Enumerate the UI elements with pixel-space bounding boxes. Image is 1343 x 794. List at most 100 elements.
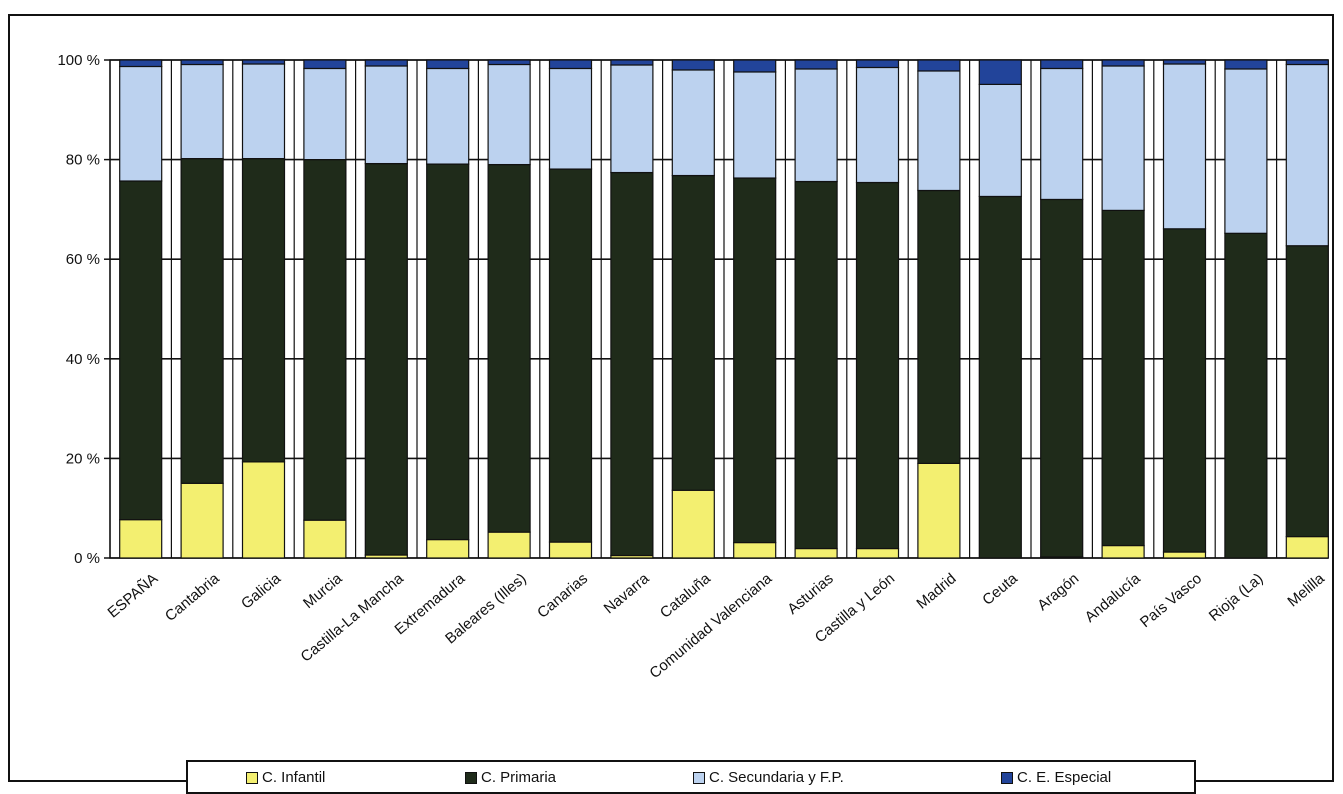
x-category-label: ESPAÑA bbox=[105, 570, 162, 621]
bar-segment-c-secundaria-y-f-p bbox=[855, 66, 900, 184]
bar-segment-c-primaria bbox=[671, 174, 715, 491]
bar-segment-c-secundaria-y-f-p bbox=[241, 63, 286, 160]
bar-segment-c-infantil bbox=[917, 462, 961, 559]
bar-segment-c-primaria bbox=[548, 168, 593, 543]
bar-segment-c-e-especial bbox=[364, 59, 408, 67]
bar-segment-c-e-especial bbox=[1224, 59, 1268, 70]
legend-label-c-infantil: C. Infantil bbox=[262, 769, 326, 786]
legend-item-c-primaria: C. Primaria bbox=[465, 769, 556, 786]
bar-segment-c-primaria bbox=[180, 158, 224, 484]
x-category-label: País Vasco bbox=[1137, 570, 1205, 631]
bar-segment-c-e-especial bbox=[548, 59, 593, 70]
bar-segment-c-primaria bbox=[426, 163, 470, 541]
bar-segment-c-primaria bbox=[119, 180, 163, 521]
x-category-label: Comunidad Valenciana bbox=[646, 570, 775, 682]
bar-segment-c-e-especial bbox=[303, 59, 347, 70]
bar-segment-c-primaria bbox=[610, 171, 654, 557]
bar-segment-c-secundaria-y-f-p bbox=[1162, 63, 1207, 230]
bar-segment-c-infantil bbox=[426, 538, 470, 559]
bar-segment-c-e-especial bbox=[180, 59, 224, 66]
bar-segment-c-infantil bbox=[671, 489, 715, 559]
legend-item-c-e-especial: C. E. Especial bbox=[1001, 769, 1111, 786]
legend-item-c-secundaria: C. Secundaria y F.P. bbox=[693, 769, 844, 786]
bar-segment-c-primaria bbox=[303, 159, 347, 521]
bar-segment-c-infantil bbox=[794, 547, 838, 559]
y-tick-label: 0 % bbox=[74, 550, 100, 567]
bar-segment-c-primaria bbox=[855, 181, 900, 550]
bar-segment-c-secundaria-y-f-p bbox=[671, 69, 715, 177]
x-category-label: Rioja (La) bbox=[1206, 570, 1267, 625]
x-category-label: Murcia bbox=[300, 570, 346, 612]
bar-segment-c-primaria bbox=[794, 180, 838, 550]
bar-segment-c-secundaria-y-f-p bbox=[303, 67, 347, 161]
bar-segment-c-secundaria-y-f-p bbox=[548, 67, 593, 170]
bar-segment-c-e-especial bbox=[733, 59, 777, 73]
x-category-label: Andalucía bbox=[1082, 570, 1145, 626]
bar-segment-c-secundaria-y-f-p bbox=[1224, 68, 1268, 234]
bar-segment-c-e-especial bbox=[917, 59, 961, 72]
bar-segment-c-primaria bbox=[241, 158, 286, 463]
y-tick-label: 100 % bbox=[57, 52, 100, 69]
stacked-bar-chart: 0 % 20 % 40 % 60 % 80 % 100 % ESPAÑA Cantabria G… bbox=[57, 52, 1329, 682]
bar-segment-c-infantil bbox=[548, 541, 593, 559]
y-tick-label: 20 % bbox=[66, 450, 100, 467]
bar-segment-c-secundaria-y-f-p bbox=[364, 65, 408, 165]
bar-segment-c-e-especial bbox=[610, 59, 654, 66]
bar-segment-c-secundaria-y-f-p bbox=[610, 64, 654, 174]
bar-segment-c-secundaria-y-f-p bbox=[487, 63, 531, 166]
bar-segment-c-primaria bbox=[1224, 232, 1268, 559]
x-category-label: Melilla bbox=[1284, 570, 1328, 611]
bar-segment-c-infantil bbox=[1101, 544, 1145, 559]
bar-segment-c-infantil bbox=[855, 547, 900, 559]
bar-segment-c-e-especial bbox=[1162, 59, 1207, 65]
legend: C. Infantil C. Primaria C. Secundaria y … bbox=[186, 760, 1196, 794]
bar-segment-c-infantil bbox=[487, 531, 531, 559]
bar-segment-c-primaria bbox=[978, 195, 1022, 559]
x-category-label: Cantabria bbox=[162, 570, 223, 625]
bar-segment-c-primaria bbox=[733, 177, 777, 544]
chart-frame: 0 % 20 % 40 % 60 % 80 % 100 % ESPAÑA Cantabria G… bbox=[8, 14, 1334, 794]
bar-segment-c-infantil bbox=[733, 541, 777, 559]
legend-label-c-secundaria: C. Secundaria y F.P. bbox=[709, 769, 844, 786]
bar-segment-c-e-especial bbox=[487, 59, 531, 66]
bar-segment-c-secundaria-y-f-p bbox=[180, 63, 224, 160]
bar-segment-c-infantil bbox=[303, 519, 347, 559]
bar-segment-c-secundaria-y-f-p bbox=[794, 68, 838, 183]
x-category-label: Galicia bbox=[238, 570, 285, 613]
bar-segment-c-primaria bbox=[1040, 198, 1084, 558]
bar-segment-c-infantil bbox=[180, 482, 224, 559]
x-category-label: Asturias bbox=[784, 570, 836, 618]
x-category-label: Cataluña bbox=[657, 570, 714, 622]
legend-swatch-c-secundaria bbox=[693, 771, 705, 784]
bar-segment-c-secundaria-y-f-p bbox=[1101, 65, 1145, 211]
x-category-label: Navarra bbox=[601, 570, 653, 618]
bar-segment-c-infantil bbox=[1285, 535, 1329, 559]
bar-segment-c-e-especial bbox=[855, 59, 900, 69]
bar-segment-c-e-especial bbox=[1285, 59, 1329, 66]
bar-segment-c-e-especial bbox=[119, 59, 163, 68]
bar-segment-c-infantil bbox=[119, 519, 163, 559]
bar-segment-c-e-especial bbox=[426, 59, 470, 70]
legend-item-c-infantil: C. Infantil bbox=[246, 769, 325, 786]
bar-segment-c-secundaria-y-f-p bbox=[733, 71, 777, 179]
bar-segment-c-secundaria-y-f-p bbox=[1285, 63, 1329, 247]
bar-segment-c-secundaria-y-f-p bbox=[119, 65, 163, 182]
bar-segment-c-e-especial bbox=[1040, 59, 1084, 70]
bar-segment-c-primaria bbox=[1285, 245, 1329, 538]
bar-segment-c-e-especial bbox=[978, 59, 1022, 86]
legend-label-c-e-especial: C. E. Especial bbox=[1017, 769, 1112, 786]
legend-swatch-c-e-especial bbox=[1001, 771, 1013, 784]
bar-segment-c-e-especial bbox=[794, 59, 838, 70]
x-category-label: Ceuta bbox=[979, 570, 1021, 609]
bar-segment-c-primaria bbox=[917, 189, 961, 464]
bar-segment-c-secundaria-y-f-p bbox=[1040, 67, 1084, 201]
bar-segment-c-primaria bbox=[487, 163, 531, 533]
bar-segment-c-secundaria-y-f-p bbox=[917, 70, 961, 192]
bar-segment-c-primaria bbox=[1101, 209, 1145, 547]
y-tick-label: 60 % bbox=[66, 251, 100, 268]
legend-swatch-c-primaria bbox=[465, 771, 477, 784]
x-category-label: Madrid bbox=[913, 570, 959, 613]
x-category-label: Aragón bbox=[1034, 570, 1082, 614]
bar-segment-c-secundaria-y-f-p bbox=[426, 67, 470, 165]
x-category-label: Castilla-La Mancha bbox=[298, 570, 408, 666]
